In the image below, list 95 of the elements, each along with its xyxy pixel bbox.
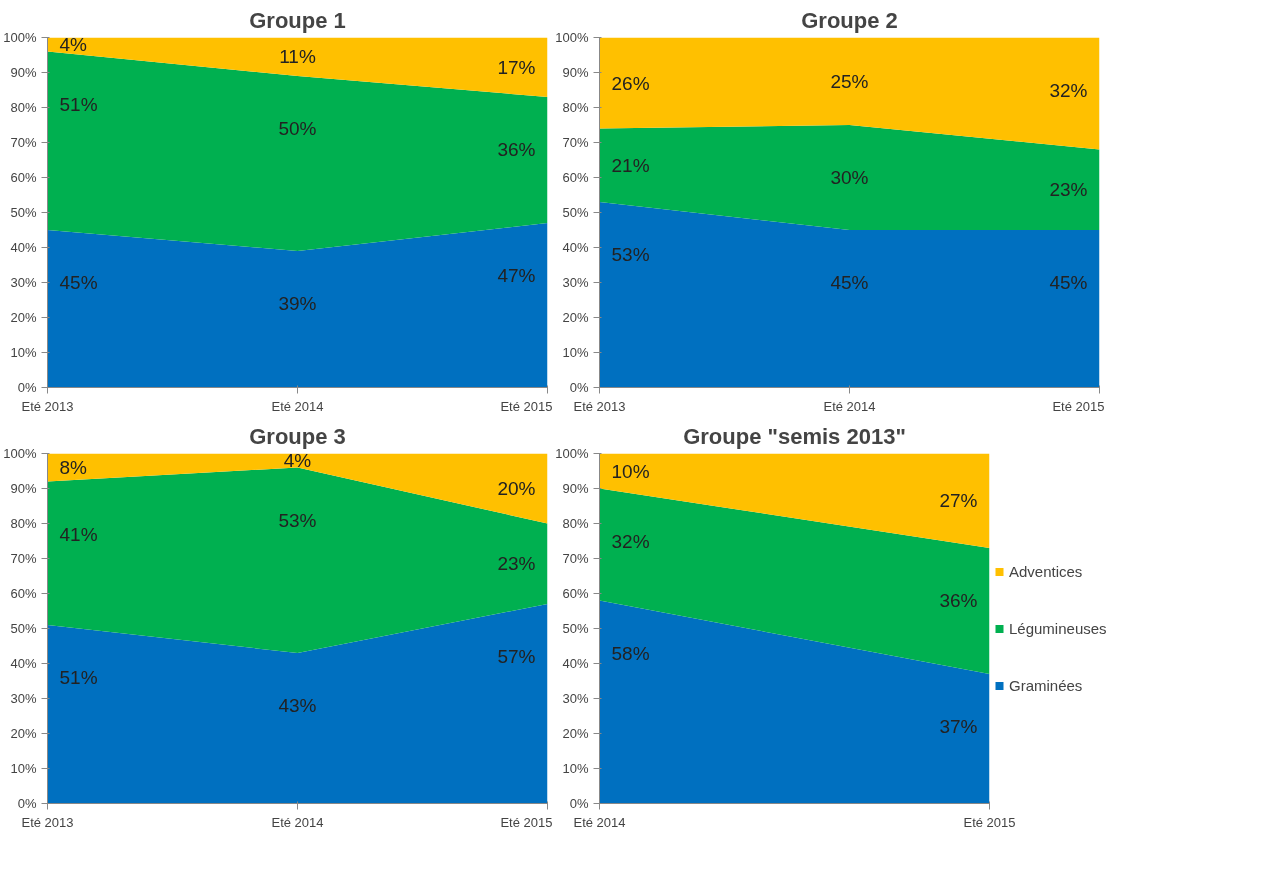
data-label: 4%	[59, 34, 88, 55]
data-label: 43%	[278, 695, 317, 716]
y-tick-label: 100%	[3, 30, 37, 45]
y-tick-label: 10%	[10, 345, 37, 360]
legend-label: Graminées	[1009, 676, 1083, 694]
x-tick-label: Eté 2014	[823, 398, 876, 414]
data-label: 51%	[59, 93, 98, 115]
data-label: 10%	[611, 460, 650, 482]
y-tick-label: 20%	[10, 310, 37, 325]
y-tick-label: 70%	[562, 551, 589, 566]
x-tick-label: Eté 2013	[573, 398, 626, 414]
y-tick-label: 60%	[562, 170, 589, 185]
data-label: 4%	[283, 450, 312, 471]
data-label: 8%	[59, 457, 88, 478]
chart-title: Groupe 2	[801, 7, 898, 33]
y-tick-label: 20%	[562, 726, 589, 741]
data-label: 36%	[939, 590, 978, 611]
y-tick-label: 50%	[10, 205, 37, 220]
y-tick-label: 90%	[562, 481, 589, 496]
y-tick-label: 70%	[562, 135, 589, 150]
data-label: 45%	[1049, 272, 1088, 293]
y-tick-label: 80%	[562, 516, 589, 531]
y-tick-label: 0%	[17, 380, 37, 395]
data-label: 20%	[497, 478, 536, 499]
y-tick-label: 10%	[562, 345, 589, 360]
x-tick-label: Eté 2015	[500, 814, 553, 830]
data-label: 27%	[939, 490, 978, 512]
data-label: 51%	[59, 667, 98, 688]
x-tick-label: Eté 2013	[21, 814, 74, 830]
y-tick-label: 30%	[562, 275, 589, 290]
data-label: 45%	[59, 272, 98, 293]
y-tick-label: 20%	[562, 310, 589, 325]
y-tick-label: 30%	[10, 691, 37, 706]
y-tick-label: 30%	[562, 691, 589, 706]
y-tick-label: 100%	[3, 446, 37, 461]
y-tick-label: 60%	[562, 586, 589, 601]
y-tick-label: 10%	[10, 761, 37, 776]
data-label: 26%	[611, 72, 650, 94]
y-tick-label: 10%	[562, 761, 589, 776]
legend-label: Légumineuses	[1009, 619, 1107, 637]
data-label: 53%	[611, 244, 650, 265]
y-tick-label: 20%	[10, 726, 37, 741]
chart-title: Groupe 3	[249, 423, 346, 449]
data-label: 41%	[59, 523, 98, 545]
legend-label: Adventices	[1009, 562, 1083, 580]
y-tick-label: 90%	[10, 65, 37, 80]
data-label: 32%	[1049, 79, 1088, 101]
y-tick-label: 90%	[562, 65, 589, 80]
data-label: 32%	[611, 530, 650, 552]
data-label: 30%	[830, 167, 869, 188]
data-label: 23%	[497, 553, 536, 575]
chart-title: Groupe "semis 2013"	[683, 423, 906, 449]
y-tick-label: 0%	[569, 380, 589, 395]
y-tick-label: 0%	[17, 796, 37, 811]
y-tick-label: 40%	[562, 240, 589, 255]
y-tick-label: 30%	[10, 275, 37, 290]
y-tick-label: 70%	[10, 551, 37, 566]
data-label: 53%	[278, 509, 317, 531]
data-label: 50%	[278, 118, 317, 139]
chart-title: Groupe 1	[249, 7, 346, 33]
y-tick-label: 70%	[10, 135, 37, 150]
y-tick-label: 90%	[10, 481, 37, 496]
y-tick-label: 80%	[10, 100, 37, 115]
data-label: 17%	[497, 56, 536, 78]
y-tick-label: 80%	[10, 516, 37, 531]
x-tick-label: Eté 2015	[500, 398, 553, 414]
data-label: 23%	[1049, 179, 1088, 201]
data-label: 25%	[830, 70, 869, 92]
x-tick-label: Eté 2014	[271, 398, 324, 414]
data-label: 47%	[497, 265, 536, 286]
x-tick-label: Eté 2013	[21, 398, 74, 414]
x-tick-label: Eté 2015	[1052, 398, 1105, 414]
data-label: 45%	[830, 272, 869, 293]
data-label: 37%	[939, 716, 978, 737]
data-label: 39%	[278, 293, 317, 314]
y-tick-label: 100%	[555, 30, 589, 45]
y-tick-label: 50%	[10, 621, 37, 636]
y-tick-label: 40%	[562, 656, 589, 671]
y-tick-label: 50%	[562, 205, 589, 220]
y-tick-label: 60%	[10, 586, 37, 601]
x-tick-label: Eté 2014	[573, 814, 626, 830]
y-tick-label: 50%	[562, 621, 589, 636]
y-tick-label: 40%	[10, 656, 37, 671]
y-tick-label: 40%	[10, 240, 37, 255]
x-tick-label: Eté 2014	[271, 814, 324, 830]
y-tick-label: 80%	[562, 100, 589, 115]
data-label: 36%	[497, 139, 536, 160]
data-label: 57%	[497, 646, 536, 667]
x-tick-label: Eté 2015	[963, 814, 1016, 830]
data-label: 58%	[611, 642, 650, 664]
y-tick-label: 0%	[569, 796, 589, 811]
data-label: 21%	[611, 154, 650, 176]
y-tick-label: 100%	[555, 446, 589, 461]
y-tick-label: 60%	[10, 170, 37, 185]
data-label: 11%	[279, 46, 316, 68]
